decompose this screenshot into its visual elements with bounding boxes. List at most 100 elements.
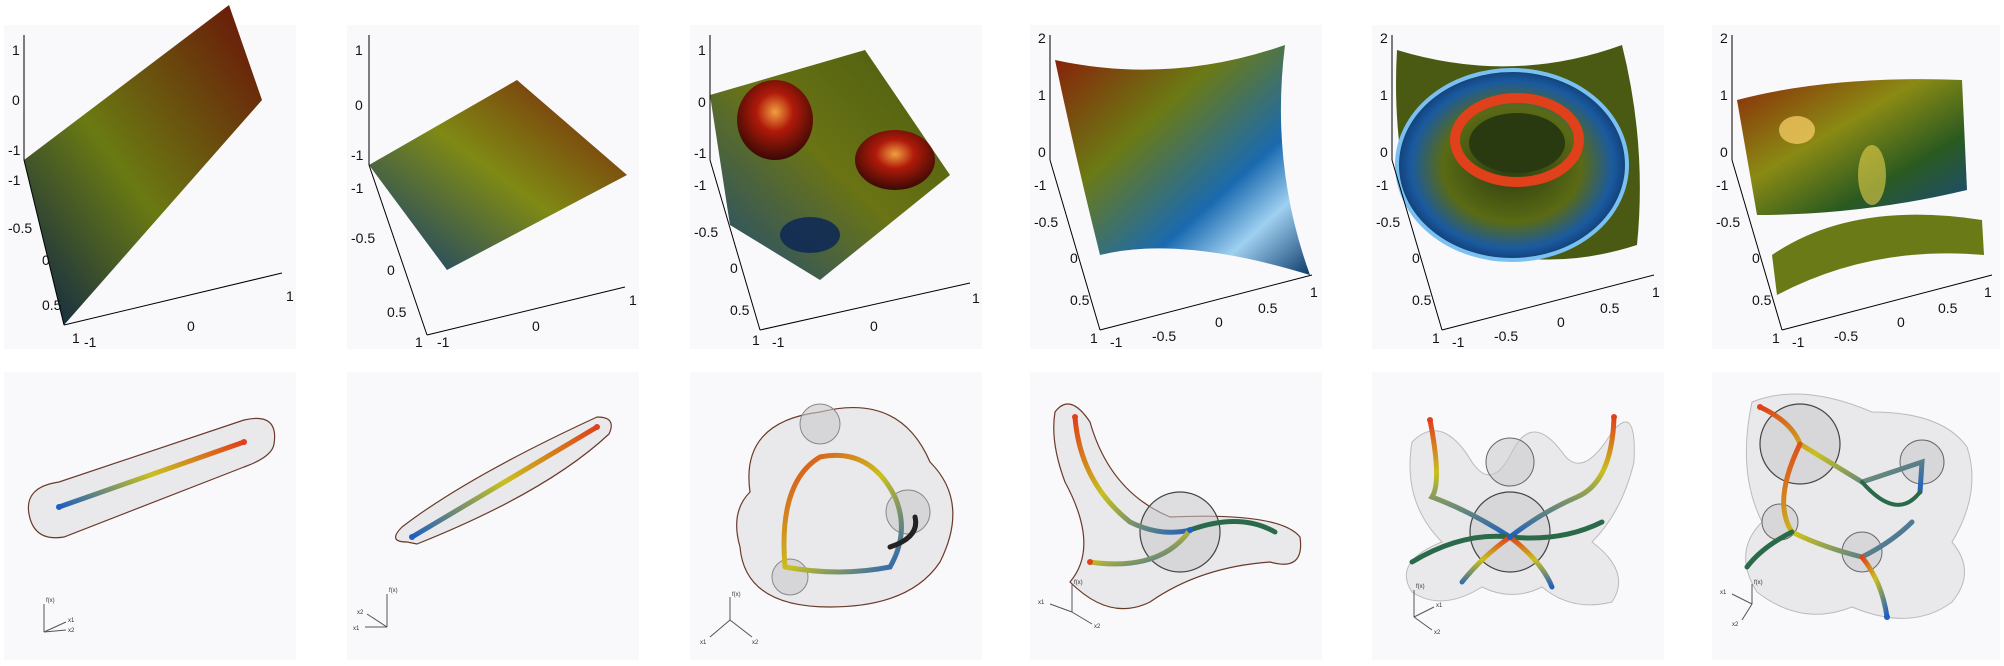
surface-trough <box>780 217 840 253</box>
z-tick: 2 <box>1380 30 1388 46</box>
x-tick: -0.5 <box>1494 328 1518 344</box>
skeleton-plot-4: f(x) x1 x2 <box>1030 372 1322 660</box>
x-axis <box>1099 274 1313 331</box>
surface-plot-2: 1 0 -1 -1 -0.5 0 0.5 1 -1 0 1 <box>347 25 639 350</box>
axis-label-f: f(x) <box>1074 580 1083 586</box>
skeleton-loop <box>781 452 904 575</box>
x-tick: -0.5 <box>1834 328 1858 344</box>
minimum-node <box>409 534 415 540</box>
y-axis <box>1391 159 1443 331</box>
z-tick: 1 <box>355 42 363 58</box>
surface <box>369 80 627 270</box>
z-tick: 0 <box>1380 144 1388 160</box>
minimum-node <box>1507 534 1513 540</box>
x-axis <box>759 282 971 331</box>
x-tick: 1 <box>1984 284 1992 300</box>
y-tick: 0.5 <box>387 304 407 320</box>
y-tick: 1 <box>1432 330 1440 346</box>
y-tick: 0 <box>1752 250 1760 266</box>
minimum-node <box>1187 527 1193 533</box>
y-tick: -1 <box>8 172 21 188</box>
y-tick: 1 <box>752 332 760 348</box>
maximum-node <box>241 439 247 445</box>
skeleton-arc <box>1860 480 1922 507</box>
surface-front <box>1772 214 1984 295</box>
y-axis <box>23 159 65 326</box>
x-tick: -1 <box>1452 334 1465 350</box>
surface-back <box>1737 79 1967 215</box>
y-tick: -0.5 <box>1716 214 1740 230</box>
axis-label-f: f(x) <box>46 598 55 604</box>
axis-label-x1: x1 <box>1038 600 1045 606</box>
axis-label-x1: x1 <box>68 618 75 624</box>
axis-label-f: f(x) <box>1416 584 1425 590</box>
axis-triad: f(x) x1 x2 <box>1038 580 1101 630</box>
x-tick: -0.5 <box>1152 328 1176 344</box>
axis-triad: f(x) x1 x2 <box>353 588 398 632</box>
skeleton-arc <box>1757 404 1925 495</box>
surface-peak <box>737 80 813 160</box>
contour-tree-envelope <box>27 417 276 539</box>
x-tick: -1 <box>1792 334 1805 350</box>
minimum-node <box>1884 614 1890 620</box>
y-tick: 0 <box>730 260 738 276</box>
y-axis <box>1731 159 1783 331</box>
x-tick: 0 <box>532 318 540 334</box>
skeleton-plot-4-canvas: f(x) x1 x2 <box>1038 403 1302 630</box>
surface-plot-3-canvas: 1 0 -1 -1 -0.5 0 0.5 1 -1 0 1 <box>694 35 980 350</box>
y-tick: -0.5 <box>694 224 718 240</box>
surface-highlight <box>1779 116 1815 144</box>
y-tick: 0 <box>1412 250 1420 266</box>
x-tick: 1 <box>1310 284 1318 300</box>
y-tick: -1 <box>1376 177 1389 193</box>
axis-label-x2: x2 <box>1732 622 1739 628</box>
y-tick: -0.5 <box>1376 214 1400 230</box>
surface-plot-1-canvas: 1 0 -1 -1 -0.5 0 0.5 1 -1 0 1 <box>8 5 294 350</box>
x-tick: 0 <box>1215 314 1223 330</box>
z-tick: 1 <box>12 42 20 58</box>
x-tick: 0 <box>1557 314 1565 330</box>
z-tick: -1 <box>8 142 21 158</box>
axis-triad: f(x) x1 x2 <box>1413 584 1443 636</box>
surface <box>24 5 262 325</box>
y-tick: 0 <box>1070 250 1078 266</box>
axis-label-x1: x1 <box>1436 603 1443 609</box>
x-tick: 1 <box>972 290 980 306</box>
y-tick: -1 <box>1034 177 1047 193</box>
skeleton-plot-1-canvas: f(x) x1 x2 <box>27 417 276 634</box>
y-tick: 1 <box>415 334 423 350</box>
axis-label-x1: x1 <box>1720 590 1727 596</box>
skeleton-plot-5-canvas: f(x) x1 x2 <box>1405 414 1635 636</box>
x-tick: 0 <box>187 318 195 334</box>
maximum-node <box>1087 559 1093 565</box>
saddle-sphere <box>799 403 841 445</box>
skeleton-arc <box>409 424 600 540</box>
surface-rim <box>1395 68 1629 262</box>
z-tick: 0 <box>12 92 20 108</box>
axis-label-x1: x1 <box>353 626 360 632</box>
skeleton-arc <box>1427 417 1513 540</box>
z-tick: 0 <box>1720 144 1728 160</box>
maximum-node <box>1611 414 1617 420</box>
axis-label-x1: x1 <box>700 640 707 646</box>
axis-label-f: f(x) <box>732 592 741 598</box>
surface-plot-5: 2 1 0 -1 -0.5 0 0.5 1 -1 -0.5 0 0.5 1 <box>1372 25 1664 350</box>
y-tick: 1 <box>1090 330 1098 346</box>
z-tick: 1 <box>1380 87 1388 103</box>
y-tick: 1 <box>1772 330 1780 346</box>
surface-plot-3: 1 0 -1 -1 -0.5 0 0.5 1 -1 0 1 <box>690 25 982 350</box>
z-tick: -1 <box>694 145 707 161</box>
axis-label-x2: x2 <box>1094 624 1101 630</box>
x-tick: 1 <box>286 288 294 304</box>
skeleton-plot-3-canvas: f(x) x1 x2 <box>700 403 954 646</box>
skeleton-arc <box>1072 414 1193 535</box>
z-tick: 2 <box>1038 30 1046 46</box>
skeleton-arc <box>887 514 919 550</box>
x-tick: 0.5 <box>1600 300 1620 316</box>
skeleton-plot-2-canvas: f(x) x1 x2 <box>353 416 612 632</box>
axis-label-f: f(x) <box>389 588 398 594</box>
surface-plot-2-canvas: 1 0 -1 -1 -0.5 0 0.5 1 -1 0 1 <box>351 35 637 350</box>
x-tick: 0 <box>870 318 878 334</box>
saddle-sphere <box>771 558 809 596</box>
